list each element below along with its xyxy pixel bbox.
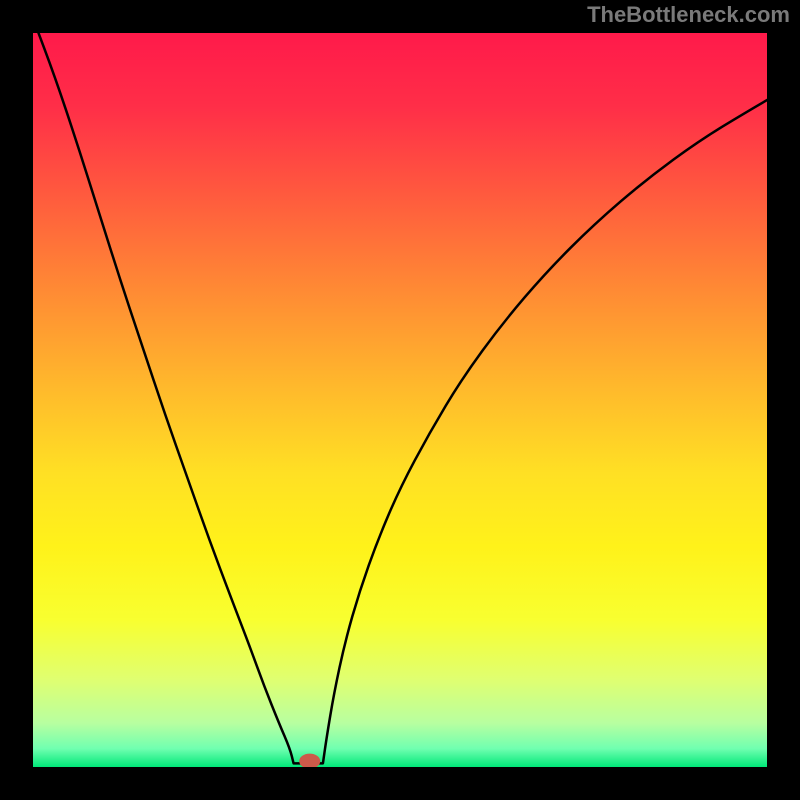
minimum-marker xyxy=(300,754,320,767)
watermark-text: TheBottleneck.com xyxy=(587,2,790,28)
chart-frame: TheBottleneck.com xyxy=(0,0,800,800)
plot-area xyxy=(33,33,767,767)
bottleneck-curve xyxy=(33,33,767,767)
